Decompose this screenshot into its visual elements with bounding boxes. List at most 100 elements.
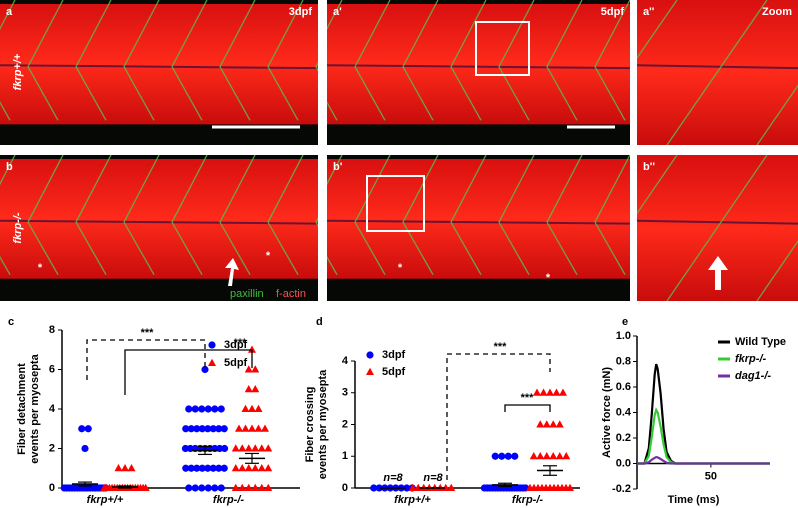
x-axis-label: Time (ms) [668, 494, 720, 506]
data-point [491, 452, 499, 460]
data-point [81, 444, 89, 453]
data-point [244, 464, 253, 472]
data-point [370, 484, 378, 492]
data-point [238, 464, 247, 472]
data-point [511, 452, 519, 460]
legend-label: 3dpf [224, 339, 248, 351]
muscle [0, 159, 318, 279]
data-point [121, 464, 129, 472]
image-panel [637, 0, 798, 145]
arrow [708, 256, 728, 290]
panel-label: b'' [643, 161, 655, 173]
y-tick-label: 1 [342, 450, 348, 462]
myoseptum [637, 155, 678, 215]
data-point [529, 452, 538, 460]
panel-label: a'' [643, 6, 655, 18]
y-tick-label: 2 [49, 442, 55, 454]
data-point [220, 425, 228, 433]
myoseptum [498, 155, 535, 276]
data-point [193, 425, 201, 433]
data-point [257, 444, 266, 452]
data-point [187, 464, 195, 472]
data-point [209, 464, 217, 472]
myoseptum [171, 155, 208, 276]
significance-label: *** [141, 327, 155, 339]
myoseptum [666, 0, 768, 145]
data-point [375, 484, 383, 492]
data-point [185, 484, 193, 492]
significance-bracket [86, 339, 206, 380]
myoseptum [123, 155, 160, 276]
myoseptum [171, 0, 208, 121]
legend-label: 5dpf [224, 357, 248, 369]
x-tick-label: fkrp-/- [213, 494, 245, 506]
panel-label: a [6, 6, 13, 18]
data-point [504, 452, 512, 460]
data-point [231, 483, 240, 491]
midline [327, 64, 630, 70]
data-point [198, 484, 206, 492]
significance-label: *** [234, 337, 248, 349]
data-point [562, 452, 571, 460]
stain-label: f-actin [276, 288, 306, 300]
data-point [251, 385, 260, 393]
data-point [542, 420, 551, 428]
data-point [209, 425, 217, 433]
row-label: fkrp-/- [12, 212, 24, 244]
asterisk: * [398, 262, 403, 274]
data-point [182, 464, 190, 472]
data-point [264, 483, 273, 491]
y-tick-label: 2 [342, 418, 348, 430]
data-point [248, 345, 256, 353]
y-tick-label: 0.6 [616, 381, 631, 393]
data-point [549, 452, 558, 460]
panel-label: e [622, 316, 628, 328]
y-tick-label: 0 [49, 482, 55, 494]
data-point [251, 464, 260, 472]
y-tick-label: 3 [342, 387, 348, 399]
myoseptum [219, 0, 256, 121]
data-point [539, 388, 548, 396]
y-tick-label: 0 [342, 482, 348, 494]
data-point [566, 483, 574, 491]
data-point [241, 424, 250, 432]
myoseptum [756, 239, 798, 301]
error-bar [245, 452, 259, 464]
data-point [238, 444, 247, 452]
data-point [217, 484, 225, 492]
data-point [198, 464, 206, 472]
midline [637, 64, 798, 70]
x-tick-label: fkrp+/+ [87, 494, 124, 506]
midline [327, 219, 630, 225]
row-label: fkrp+/+ [12, 53, 24, 90]
panel-tag: 3dpf [289, 6, 313, 18]
data-point [251, 365, 260, 373]
data-point [204, 464, 212, 472]
myoseptum [450, 0, 487, 121]
data-point [498, 452, 506, 460]
data-point [244, 385, 253, 393]
data-point [182, 425, 190, 433]
data-point [264, 464, 273, 472]
data-point [84, 425, 92, 433]
data-point [238, 483, 247, 491]
myoseptum [315, 216, 318, 227]
myoseptum [315, 61, 318, 72]
legend-marker [366, 367, 374, 375]
legend-marker [366, 351, 374, 359]
data-point [198, 425, 206, 433]
y-axis-label: Fiber crossing [304, 387, 316, 463]
data-point [251, 483, 260, 491]
data-point [193, 464, 201, 472]
image-panel [327, 0, 630, 145]
data-point [211, 405, 219, 413]
y-tick-label: -0.2 [612, 483, 631, 495]
panel-tag: 5dpf [601, 6, 625, 18]
myoseptum [546, 155, 583, 276]
myoseptum [594, 0, 630, 121]
sample-size: n=8 [423, 472, 443, 484]
image-panel [637, 155, 798, 301]
error-bar [498, 482, 512, 488]
image-panel [0, 155, 318, 301]
myoseptum [27, 155, 64, 276]
